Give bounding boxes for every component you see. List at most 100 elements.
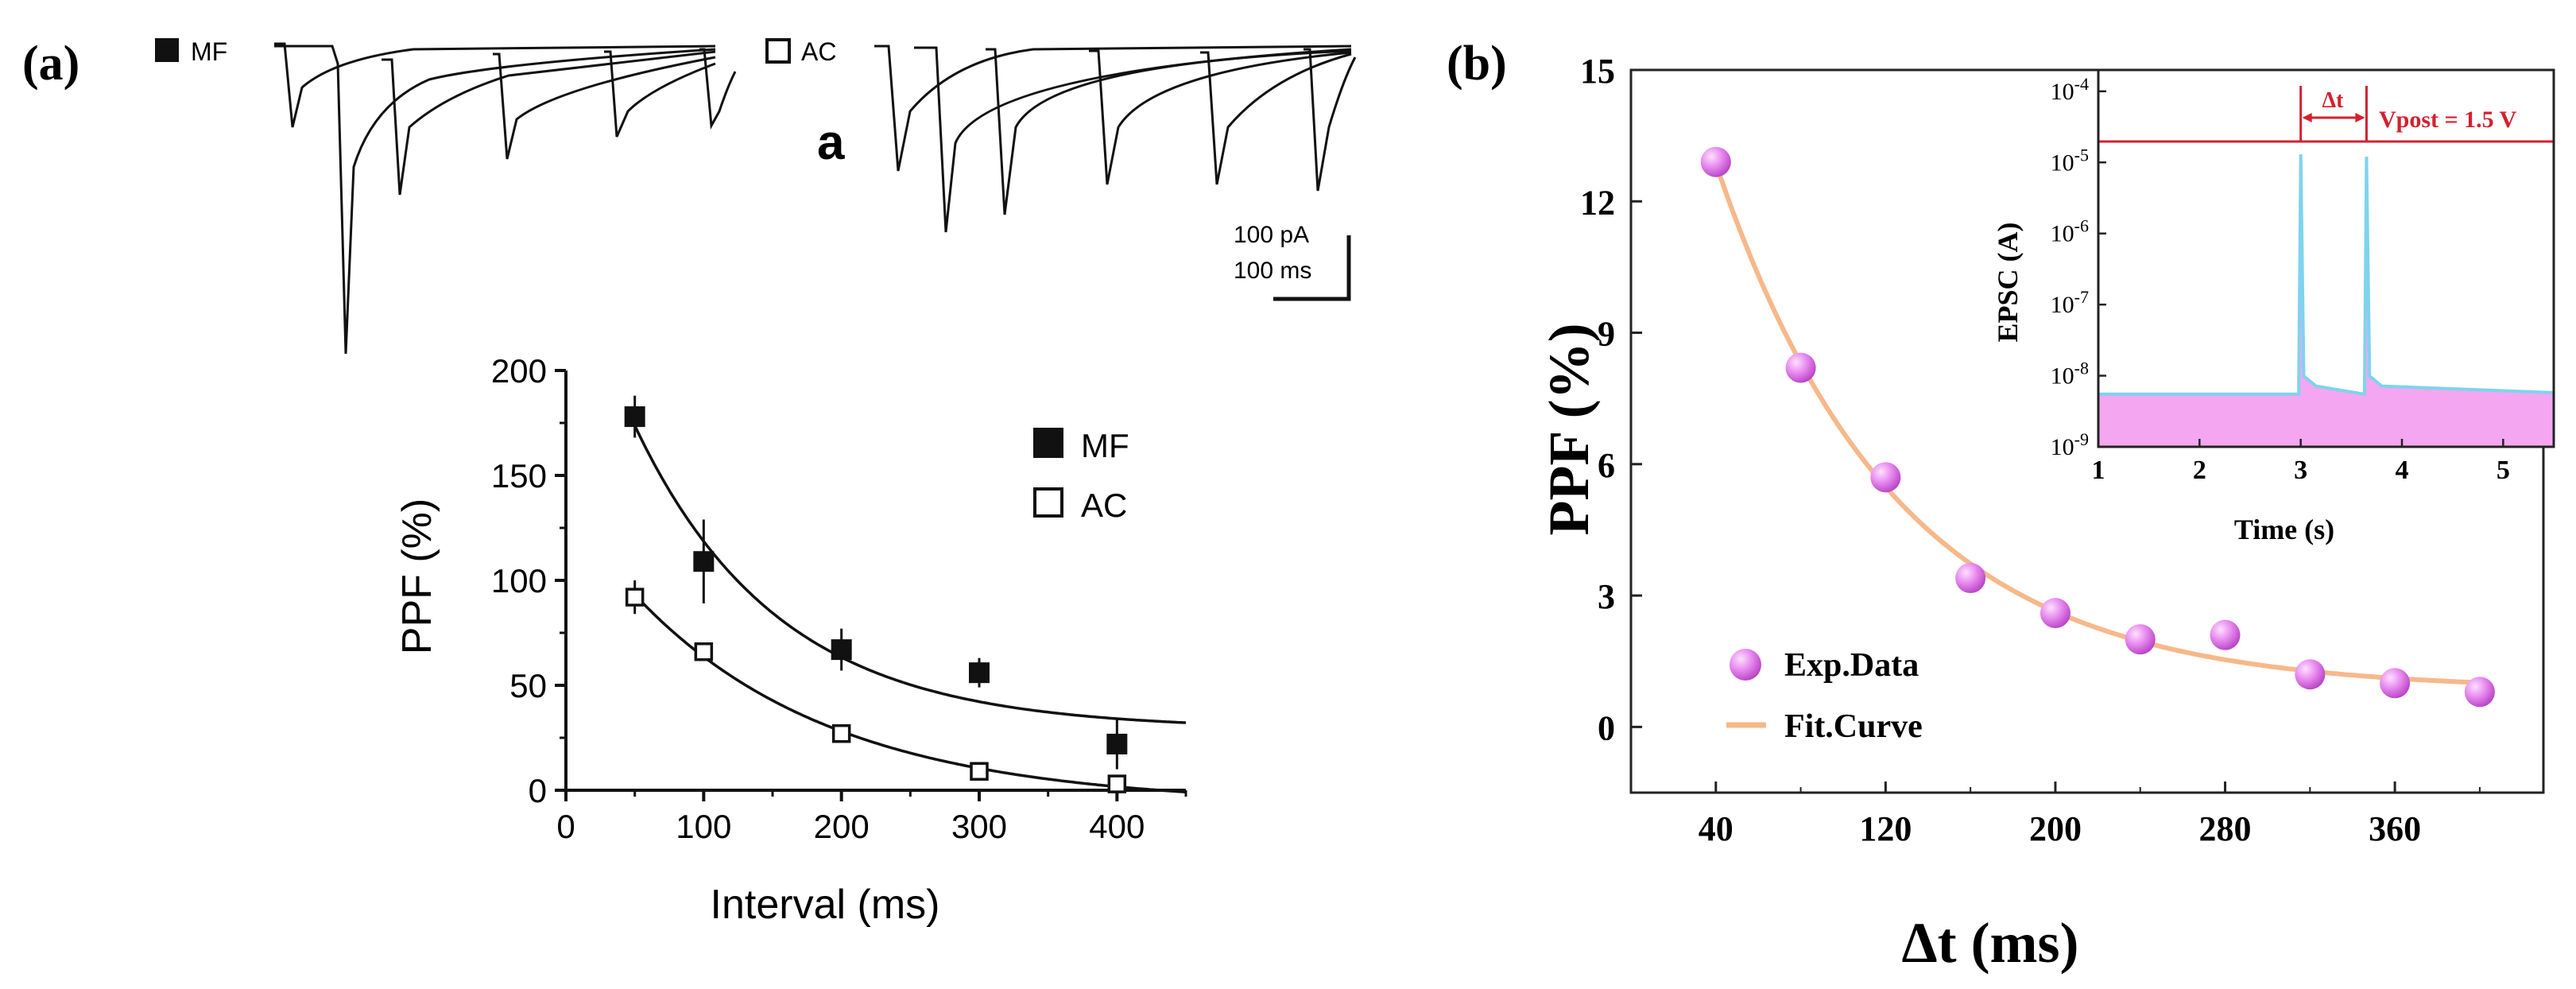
inset-background (2098, 70, 2554, 447)
epsc-inset: 1 2 3 4 5 10-9 10-8 10-7 10-6 10-5 10-4 (2051, 68, 2555, 485)
legend-fit-curve-label: Fit.Curve (1784, 708, 1923, 745)
ac-trace-paired-50ms (914, 46, 1352, 233)
ac-trace-single (874, 45, 1352, 172)
y-tick-label: 12 (1580, 183, 1615, 222)
inset-y-tick-label: 10-8 (2051, 359, 2089, 390)
exp-data-point (2210, 619, 2241, 650)
ac-trace-paired-300ms (1200, 51, 1352, 185)
ac-data-point (625, 588, 645, 607)
x-tick-label: 400 (1089, 808, 1145, 845)
y-tick-label: 50 (509, 667, 547, 704)
exp-data-point (2380, 668, 2411, 699)
exp-data-point (1700, 146, 1731, 177)
panel-a-y-axis-label: PPF (%) (394, 498, 440, 654)
exp-data-point (2464, 677, 2495, 708)
ac-data-point (831, 723, 851, 743)
ac-fit-curve (633, 593, 1187, 794)
y-tick-label: 9 (1598, 315, 1615, 354)
mf-trace-paired-100ms (382, 50, 716, 196)
legend-exp-data-marker (1730, 649, 1761, 681)
y-tick-label: 100 (491, 562, 547, 599)
inset-frame (2097, 68, 2555, 448)
mf-trace-legend-marker (155, 38, 179, 62)
x-tick-label: 40 (1699, 809, 1733, 848)
ac-trace-paired-100ms (986, 48, 1352, 215)
panel-b-y-axis-label: PPF (%) (1537, 323, 1601, 535)
inset-x-tick-label: 5 (2497, 456, 2510, 485)
mf-data-point (1106, 733, 1128, 754)
inset-y-tick-label: 10-4 (2051, 74, 2089, 105)
mf-data-point (831, 639, 852, 661)
mf-current-traces (274, 42, 737, 355)
legend-mf-marker (1033, 428, 1063, 458)
y-tick-label: 15 (1580, 52, 1615, 91)
x-tick-label: 360 (2369, 809, 2421, 848)
ac-data-point (1107, 774, 1127, 793)
scale-bar-time-label: 100 ms (1234, 258, 1311, 284)
ac-trace-legend-label: AC (801, 37, 836, 66)
ac-trace-legend-marker (765, 38, 791, 64)
scale-bar (1273, 235, 1351, 301)
inset-y-tick-label: 10-5 (2051, 145, 2089, 176)
delta-t-arrowhead-right (2355, 113, 2365, 122)
y-tick-label: 0 (529, 772, 547, 809)
inset-y-tick-label: 10-7 (2051, 287, 2089, 318)
legend-ac-label: AC (1081, 487, 1127, 524)
mf-data-point (693, 551, 715, 572)
inset-delta-t-label: Δt (2322, 88, 2345, 113)
panel-a-plot: 0 100 200 300 400 0 50 100 150 200 (491, 352, 1187, 845)
mf-data-point (624, 406, 645, 428)
y-tick-label: 200 (491, 352, 547, 390)
exp-data-point (1785, 352, 1816, 383)
legend-mf-label: MF (1081, 427, 1129, 464)
exp-data-point (2125, 624, 2156, 655)
mf-trace-paired-200ms (493, 52, 716, 160)
y-tick-label: 3 (1598, 577, 1615, 616)
ac-data-point (970, 762, 989, 781)
x-tick-label: 120 (1859, 809, 1912, 848)
trace-inset-label: a (817, 115, 845, 170)
inset-y-axis-label: EPSC (A) (1992, 223, 2024, 343)
legend-ac-marker (1033, 487, 1063, 518)
exp-data-point (1870, 462, 1901, 493)
x-tick-label: 300 (951, 808, 1007, 845)
exp-data-point (2039, 598, 2070, 629)
mf-trace-paired-300ms (604, 50, 716, 138)
mf-trace-paired-50ms (274, 45, 716, 355)
epsc-line (2098, 154, 2555, 397)
x-tick-label: 280 (2199, 809, 2252, 848)
ac-trace-paired-400ms (1303, 48, 1357, 192)
x-tick-label: 100 (676, 808, 731, 845)
inset-x-tick-label: 1 (2092, 456, 2105, 485)
inset-y-tick-label: 10-6 (2051, 216, 2089, 247)
legend-exp-data-label: Exp.Data (1784, 647, 1919, 684)
mf-data-point (969, 662, 990, 684)
inset-x-axis-label: Time (s) (2234, 514, 2334, 545)
panel-b-label: (b) (1447, 37, 1507, 91)
inset-x-tick-label: 4 (2396, 456, 2409, 485)
mf-trace-legend-label: MF (191, 37, 227, 66)
inset-vpost-label: Vpost = 1.5 V (2379, 107, 2517, 133)
inset-y-tick-label: 10-9 (2051, 429, 2089, 460)
inset-x-tick-label: 3 (2294, 456, 2307, 485)
mf-trace-paired-400ms (699, 48, 737, 130)
x-tick-label: 200 (814, 808, 870, 845)
y-tick-label: 0 (1598, 708, 1615, 747)
x-tick-label: 200 (2029, 809, 2082, 848)
panel-a-label: (a) (22, 37, 79, 91)
x-tick-label: 0 (556, 808, 575, 845)
fit-curve (1713, 162, 2481, 685)
panel-a-x-axis-label: Interval (ms) (711, 882, 940, 928)
y-tick-label: 6 (1598, 446, 1615, 485)
panel-b-x-axis-label: Δt (ms) (1901, 911, 2078, 975)
panel-a: (a) MF AC a 100 pA 100 ms 0 10 (22, 37, 1357, 928)
exp-data-point (2295, 659, 2326, 690)
exp-data-point (1955, 563, 1986, 594)
scale-bar-current-label: 100 pA (1234, 222, 1309, 248)
ac-trace-paired-200ms (1089, 49, 1352, 185)
y-tick-label: 150 (491, 457, 547, 494)
mf-fit-curve (633, 425, 1187, 724)
